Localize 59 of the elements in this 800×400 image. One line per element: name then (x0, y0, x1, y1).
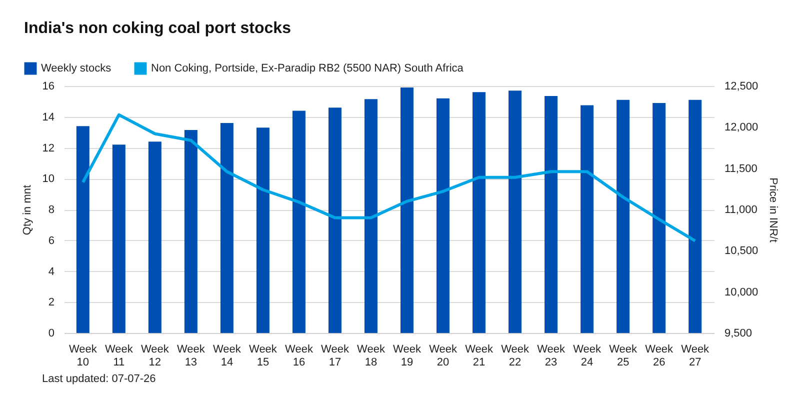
x-tick-label: Week 14 (212, 344, 242, 368)
bar (112, 144, 126, 333)
bar (148, 142, 162, 333)
y-tick-label: 6 (48, 234, 54, 247)
bar (292, 110, 306, 333)
y-tick-label: 10 (42, 173, 54, 186)
bar (436, 98, 450, 333)
bar (652, 102, 666, 333)
x-tick-label: Week 20 (429, 344, 458, 368)
y-tick-label: 4 (48, 266, 54, 278)
y2-tick-label: 11,500 (724, 162, 758, 175)
y2-axis-title: Price in INR/t (767, 178, 780, 242)
x-tick-label: Week 15 (249, 344, 278, 368)
bar (616, 100, 630, 333)
bar (364, 99, 378, 333)
bar (76, 126, 90, 333)
bar (256, 128, 270, 333)
bar (328, 108, 342, 333)
bar (400, 88, 414, 333)
y-tick-label: 2 (48, 296, 54, 309)
x-tick-label: Week 27 (681, 344, 710, 368)
chart-title: India's non coking coal port stocks (24, 20, 292, 37)
bar (184, 130, 198, 333)
bar (544, 96, 558, 333)
y2-tick-label: 12,000 (724, 122, 758, 134)
legend-label: Weekly stocks (41, 62, 112, 75)
x-tick-label: Week 13 (176, 344, 206, 368)
x-tick-label: Week 17 (321, 344, 350, 368)
y-tick-label: 16 (42, 80, 54, 92)
y2-tick-label: 11,000 (724, 204, 758, 216)
x-tick-label: Week 11 (104, 344, 134, 368)
y-tick-label: 12 (42, 142, 54, 154)
bar (580, 105, 594, 333)
y-tick-label: 0 (48, 328, 54, 340)
bar (472, 92, 486, 333)
y2-tick-label: 10,000 (724, 286, 758, 298)
y2-tick-label: 10,500 (724, 245, 758, 258)
x-tick-label: Week 24 (573, 344, 602, 368)
y-tick-label: 8 (48, 204, 54, 216)
x-tick-label: Week 19 (393, 344, 422, 368)
x-tick-label: Week 22 (501, 344, 530, 368)
x-tick-label: Week 26 (645, 344, 674, 368)
line-series (81, 113, 697, 242)
x-tick-label: Week 18 (357, 344, 386, 368)
y2-tick-label: 12,500 (724, 80, 758, 92)
x-tick-label: Week 10 (68, 344, 98, 368)
x-tick-label: Week 25 (609, 344, 638, 368)
legend-label: Non Coking, Portside, Ex-Paradip RB2 (5500 NAR) South Africa (151, 62, 464, 75)
bar (688, 100, 702, 333)
text: Last updated: 07-07-26 (42, 373, 157, 385)
x-tick-label: Week 23 (537, 344, 566, 368)
x-tick-label: Week 12 (140, 344, 170, 368)
x-tick-label: Week 16 (285, 344, 314, 368)
y-axis-title: Qty in mnt (21, 184, 34, 236)
bar (220, 123, 234, 333)
bar (508, 90, 522, 333)
y2-tick-label: 9,500 (724, 328, 752, 340)
y-tick-label: 14 (42, 111, 54, 124)
x-tick-label: Week 21 (465, 344, 494, 368)
